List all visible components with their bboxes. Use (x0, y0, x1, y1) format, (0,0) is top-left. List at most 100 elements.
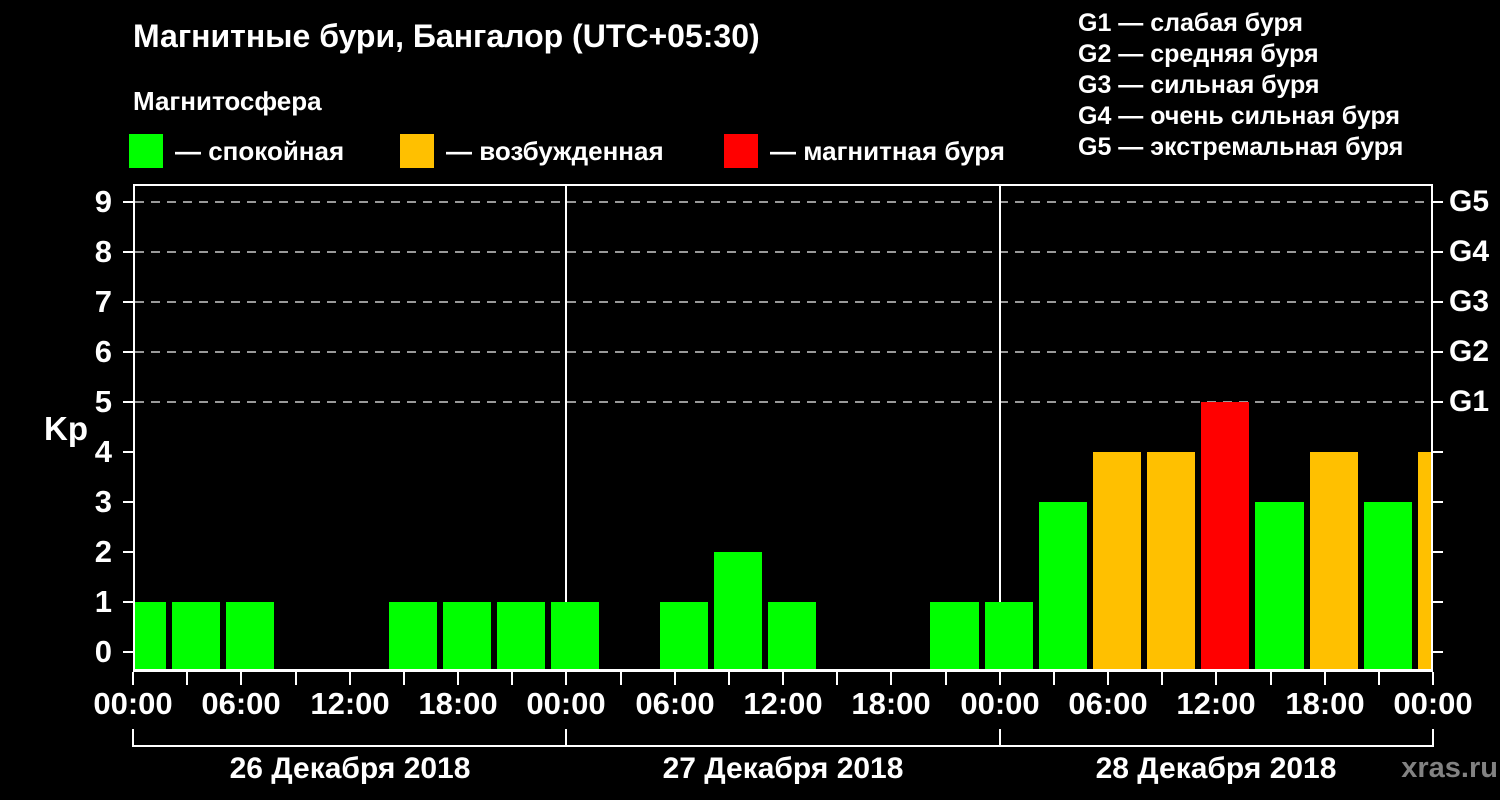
right-tick (1433, 301, 1443, 303)
quiet-legend-swatch (129, 134, 163, 168)
x-tick (836, 672, 838, 685)
x-tick (999, 672, 1001, 685)
y-tick-label: 9 (94, 184, 112, 219)
x-tick (240, 672, 242, 685)
time-label: 06:00 (201, 686, 281, 721)
x-tick (295, 672, 297, 685)
y-tick (123, 551, 133, 553)
time-label: 00:00 (526, 686, 606, 721)
x-tick (1432, 672, 1434, 685)
kp-bar (1093, 452, 1141, 669)
y-tick-label: 3 (94, 484, 112, 519)
storm-scale-line: G4 — очень сильная буря (1078, 102, 1400, 130)
x-tick (890, 672, 892, 685)
y-tick (123, 301, 133, 303)
kp-bar (1310, 452, 1358, 669)
date-bracket-tick (1432, 729, 1434, 747)
right-tick (1433, 351, 1443, 353)
date-bracket (133, 745, 1433, 747)
kp-bar (443, 602, 491, 669)
time-label: 18:00 (418, 686, 498, 721)
kp-bar (985, 602, 1033, 669)
kp-gridline (135, 351, 1431, 353)
unsettled-legend-label: — возбужденная (446, 136, 664, 166)
y-tick-label: 1 (94, 584, 112, 619)
x-tick (945, 672, 947, 685)
y-tick-label: 2 (94, 534, 112, 569)
right-tick (1433, 601, 1443, 603)
right-tick (1433, 201, 1443, 203)
y-tick-label: 7 (94, 284, 112, 319)
time-label: 12:00 (743, 686, 823, 721)
y-tick (123, 601, 133, 603)
time-label: 12:00 (1176, 686, 1256, 721)
y-tick-label: 4 (94, 434, 112, 469)
time-label: 12:00 (310, 686, 390, 721)
right-tick (1433, 551, 1443, 553)
date-label: 27 Декабря 2018 (662, 752, 904, 785)
chart-subtitle: Магнитосфера (133, 86, 322, 116)
y-tick (123, 401, 133, 403)
storm-legend-swatch (724, 134, 758, 168)
kp-bar (135, 602, 166, 669)
right-tick (1433, 651, 1443, 653)
time-label: 00:00 (1393, 686, 1473, 721)
kp-bar (930, 602, 979, 669)
y-tick (123, 501, 133, 503)
chart-title: Магнитные бури, Бангалор (UTC+05:30) (133, 18, 760, 54)
g-level-label: G4 (1449, 235, 1490, 268)
unsettled-legend-swatch (400, 134, 434, 168)
y-tick-label: 8 (94, 234, 112, 269)
x-tick (1270, 672, 1272, 685)
x-tick (1107, 672, 1109, 685)
kp-bar (551, 602, 599, 669)
x-tick (728, 672, 730, 685)
watermark: xras.ru (1401, 752, 1498, 784)
kp-bar (172, 602, 220, 669)
x-tick (782, 672, 784, 685)
kp-bar (1039, 502, 1087, 669)
x-tick (565, 672, 567, 685)
right-tick (1433, 451, 1443, 453)
right-tick (1433, 401, 1443, 403)
time-label: 00:00 (960, 686, 1040, 721)
kp-bar (1364, 502, 1412, 669)
x-tick (403, 672, 405, 685)
g-level-label: G2 (1449, 335, 1490, 368)
y-tick (123, 451, 133, 453)
x-tick (1324, 672, 1326, 685)
plot-area (133, 184, 1433, 672)
date-label: 26 Декабря 2018 (229, 752, 471, 785)
y-axis-title: Kp (44, 410, 88, 447)
kp-bar (768, 602, 816, 669)
date-bracket-tick (999, 729, 1001, 747)
time-label: 00:00 (93, 686, 173, 721)
x-tick (1378, 672, 1380, 685)
day-separator-line (565, 186, 567, 669)
y-tick-label: 6 (94, 334, 112, 369)
x-tick (186, 672, 188, 685)
x-tick (132, 672, 134, 685)
kp-gridline (135, 401, 1431, 403)
storm-scale-line: G1 — слабая буря (1078, 9, 1304, 37)
kp-bar (389, 602, 437, 669)
kp-bar (1255, 502, 1304, 669)
g-level-label: G1 (1449, 385, 1490, 418)
y-tick (123, 351, 133, 353)
day-separator-line (999, 186, 1001, 669)
x-tick (511, 672, 513, 685)
kp-bar (1147, 452, 1195, 669)
date-bracket-tick (565, 729, 567, 747)
kp-bar (497, 602, 545, 669)
g-level-label: G3 (1449, 285, 1490, 318)
x-tick (457, 672, 459, 685)
date-bracket-tick (132, 729, 134, 747)
y-tick-label: 5 (94, 384, 112, 419)
x-tick (1215, 672, 1217, 685)
time-label: 06:00 (635, 686, 715, 721)
time-label: 06:00 (1068, 686, 1148, 721)
y-tick (123, 251, 133, 253)
g-level-label: G5 (1449, 185, 1490, 218)
kp-gridline (135, 301, 1431, 303)
